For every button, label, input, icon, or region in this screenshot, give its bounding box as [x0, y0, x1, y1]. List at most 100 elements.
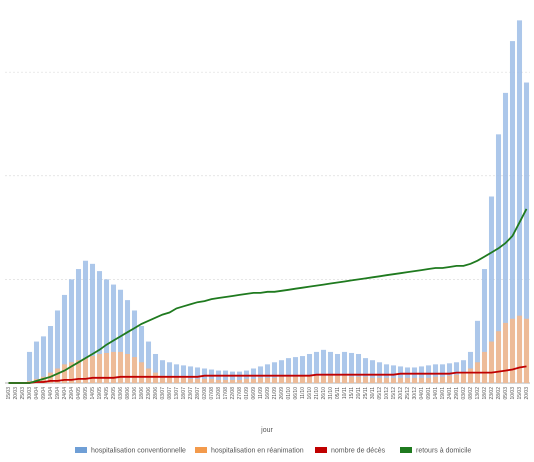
bar	[271, 362, 278, 383]
bar	[166, 376, 173, 383]
x-tick-label: 20/11	[356, 387, 362, 399]
bar	[467, 351, 474, 383]
bar	[411, 377, 418, 383]
legend-swatch	[75, 447, 87, 453]
x-tick-label: 19/05	[97, 387, 103, 400]
bar	[495, 331, 502, 383]
bar	[40, 376, 47, 383]
x-tick-label: 28/07	[195, 387, 201, 400]
bar	[488, 341, 495, 383]
bar	[33, 341, 40, 383]
x-tick-label: 24/01	[447, 387, 453, 400]
bar	[334, 353, 341, 383]
bar	[467, 368, 474, 383]
bar	[236, 379, 243, 383]
bar	[75, 269, 82, 383]
bar	[173, 364, 180, 383]
x-tick-label: 09/01	[426, 387, 432, 400]
x-tick-label: 19/01	[440, 387, 446, 400]
bar	[348, 376, 355, 383]
x-tick-label: 11/10	[300, 387, 306, 399]
x-tick-label: 13/02	[475, 387, 481, 400]
legend-label: nombre de décès	[331, 447, 386, 454]
bar	[264, 364, 271, 383]
legend-swatch	[195, 447, 207, 453]
bar	[383, 364, 390, 383]
bar	[257, 377, 264, 383]
bar	[117, 351, 124, 383]
bar	[222, 379, 229, 383]
bar	[201, 378, 208, 383]
bar	[166, 362, 173, 383]
x-tick-label: 29/01	[454, 387, 460, 400]
bar	[82, 358, 89, 383]
x-tick-label: 31/10	[328, 387, 334, 400]
bar	[341, 351, 348, 383]
x-tick-label: 03/07	[160, 387, 166, 400]
x-tick-label: 30/12	[412, 387, 418, 400]
x-tick-label: 21/10	[314, 387, 320, 400]
bar	[425, 377, 432, 383]
bar	[432, 376, 439, 383]
x-tick-label: 01/09	[244, 387, 250, 400]
x-tick-label: 26/10	[321, 387, 327, 400]
x-tick-label: 20/03	[13, 387, 19, 400]
bar	[110, 284, 117, 383]
bar	[460, 360, 467, 383]
x-tick-label: 15/03	[517, 387, 523, 400]
x-tick-label: 08/07	[167, 387, 173, 400]
x-tick-label: 09/05	[83, 387, 89, 400]
x-tick-label: 25/11	[363, 387, 369, 399]
x-tick-label: 13/06	[132, 387, 138, 400]
bar	[131, 310, 138, 383]
bar	[418, 377, 425, 383]
bar	[215, 370, 222, 383]
bar	[110, 351, 117, 383]
x-tick-label: 27/08	[237, 387, 243, 400]
x-tick-label: 08/06	[125, 387, 131, 400]
bar	[124, 353, 131, 383]
bar	[145, 341, 152, 383]
x-tick-label: 29/05	[111, 387, 117, 400]
bar	[187, 378, 194, 383]
bar	[488, 196, 495, 383]
bar	[418, 366, 425, 383]
bar	[362, 358, 369, 383]
x-tick-label: 06/09	[251, 387, 257, 400]
bar	[320, 375, 327, 383]
x-tick-label: 19/04	[55, 387, 61, 400]
x-tick-label: 04/04	[34, 387, 40, 400]
x-tick-label: 16/10	[307, 387, 313, 400]
x-tick-label: 24/05	[104, 387, 110, 400]
x-tick-label: 20/03	[524, 387, 530, 400]
bar	[460, 372, 467, 383]
bar	[523, 318, 530, 383]
bar	[96, 271, 103, 383]
bar	[383, 377, 390, 383]
x-tick-label: 30/03	[27, 387, 33, 400]
bar	[222, 370, 229, 383]
bar	[355, 353, 362, 383]
bar	[369, 360, 376, 383]
bar	[397, 366, 404, 383]
x-tick-label: 07/08	[209, 387, 215, 400]
x-tick-label: 09/04	[41, 387, 47, 400]
bar	[215, 379, 222, 383]
bar	[61, 294, 68, 383]
x-tick-label: 25/03	[20, 387, 26, 400]
bar	[404, 377, 411, 383]
bar	[103, 352, 110, 383]
bar	[61, 364, 68, 383]
bar	[502, 92, 509, 383]
bar	[313, 351, 320, 383]
x-tick-label: 06/10	[293, 387, 299, 400]
x-tick-label: 16/09	[265, 387, 271, 400]
x-tick-label: 18/06	[139, 387, 145, 400]
bar	[278, 360, 285, 383]
bar	[145, 368, 152, 383]
bar	[138, 326, 145, 383]
x-tick-label: 03/06	[118, 387, 124, 400]
bar	[250, 378, 257, 383]
bar	[474, 320, 481, 383]
